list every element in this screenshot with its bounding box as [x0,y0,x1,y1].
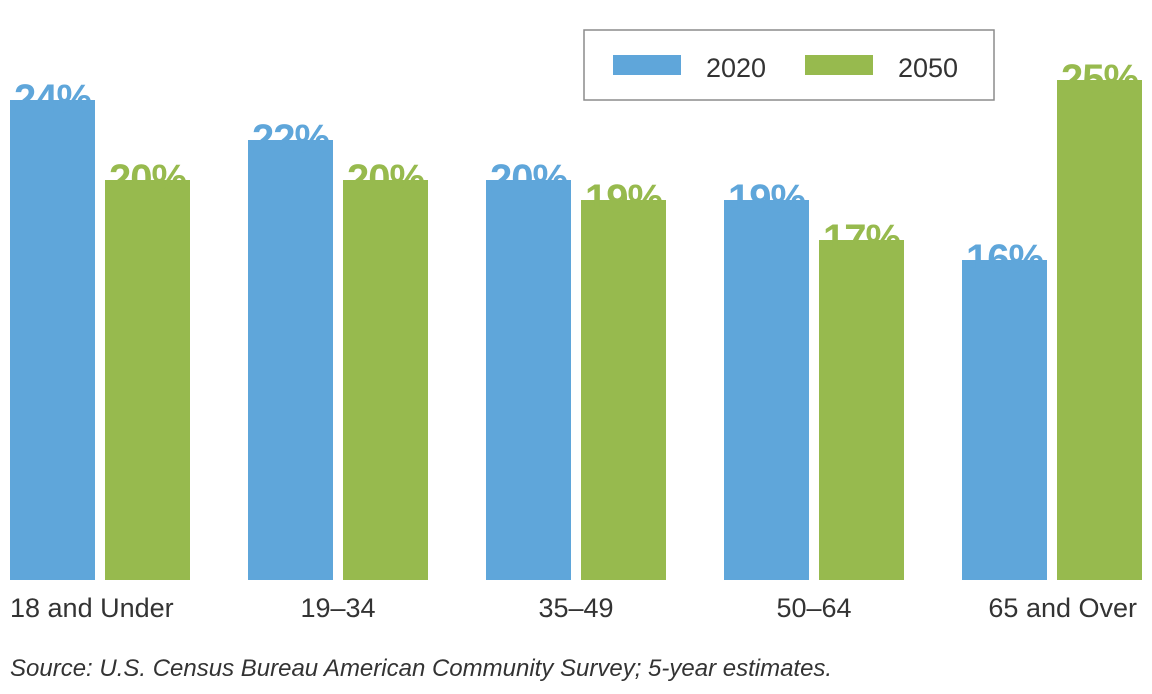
value-label-2020-18-and-under: 24% [14,77,91,121]
category-labels-group: 18 and Under 19–34 35–49 50–64 65 and Over [10,593,1137,623]
value-label-2050-35-49: 19% [585,177,662,221]
legend: 2020 2050 [583,29,995,101]
category-label-35-49: 35–49 [538,593,613,623]
value-label-2050-19-34: 20% [347,157,424,201]
value-labels-group: 24% 20% 22% 20% 20% 19% 19% 17% 16% 25% [14,57,1139,281]
bar-2020-18-and-under [10,100,95,580]
bar-2050-65-and-over [1057,80,1142,580]
value-label-2020-19-34: 22% [252,117,329,161]
bar-2020-65-and-over [962,260,1047,580]
value-label-2020-65-and-over: 16% [966,237,1043,281]
bars-group [10,80,1142,580]
value-label-2050-18-and-under: 20% [109,157,186,201]
legend-label-2050: 2050 [898,53,958,83]
legend-swatch-2020 [613,55,681,75]
legend-label-2020: 2020 [706,53,766,83]
category-label-19-34: 19–34 [300,593,375,623]
bar-2020-19-34 [248,140,333,580]
category-label-18-and-under: 18 and Under [10,593,174,623]
bar-2050-50-64 [819,240,904,580]
legend-swatch-2050 [805,55,873,75]
bar-2020-50-64 [724,200,809,580]
category-label-50-64: 50–64 [776,593,851,623]
source-note: Source: U.S. Census Bureau American Comm… [10,655,832,682]
bar-2050-18-and-under [105,180,190,580]
category-label-65-and-over: 65 and Over [988,593,1137,623]
value-label-2020-35-49: 20% [490,157,567,201]
value-label-2020-50-64: 19% [728,177,805,221]
bar-2050-35-49 [581,200,666,580]
value-label-2050-50-64: 17% [823,217,900,261]
bar-2050-19-34 [343,180,428,580]
value-label-2050-65-and-over: 25% [1061,57,1138,101]
bar-2020-35-49 [486,180,571,580]
